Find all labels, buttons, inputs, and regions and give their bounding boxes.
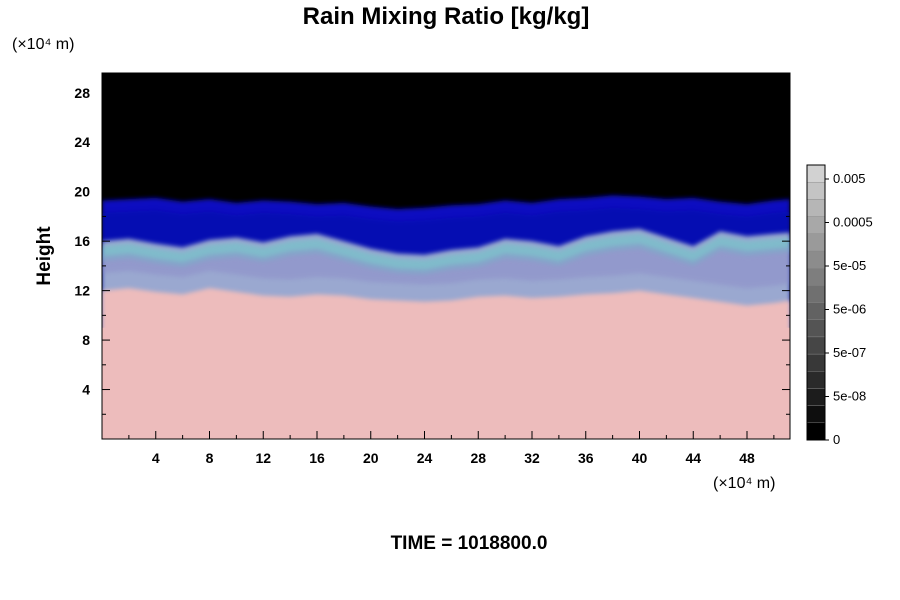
y-axis-title: Height: [34, 226, 55, 286]
x-axis: 4 8 12 16 20 24 28 32 36 40 44 48: [101, 73, 775, 466]
colorbar-label: 5e-08: [833, 389, 866, 404]
colorbar-label: 5e-07: [833, 345, 866, 360]
x-tick-label: 36: [578, 450, 594, 466]
plot-frame: [101, 72, 791, 440]
colorbar-segment: [806, 250, 826, 269]
y-tick-label: 24: [74, 134, 90, 150]
colorbar-segment: [806, 422, 826, 441]
heatmap-field: [102, 73, 790, 439]
colorbar-segment: [806, 302, 826, 320]
y-tick-label: 12: [74, 283, 90, 299]
colorbar-segment: [806, 285, 826, 303]
colorbar-segment: [806, 353, 826, 372]
time-label: TIME = 1018800.0: [391, 533, 548, 554]
chart-title: Rain Mixing Ratio [kg/kg]: [303, 3, 590, 30]
y-tick-label: 4: [82, 382, 90, 398]
colorbar-label: 0: [833, 432, 840, 447]
x-tick-label: 40: [632, 450, 648, 466]
x-tick-label: 44: [685, 450, 701, 466]
colorbar-segment: [806, 405, 826, 424]
mixing-zone-teal: [102, 233, 790, 275]
x-tick-label: 20: [363, 450, 379, 466]
x-tick-label: 32: [524, 450, 540, 466]
colorbar-segment: [806, 336, 826, 355]
colorbar-segment: [806, 388, 826, 406]
y-axis: 4 8 12 16 20 24 28: [74, 85, 790, 440]
colorbar-label: 5e-05: [833, 258, 866, 273]
x-unit-label: (×10⁴ m): [713, 475, 775, 492]
colorbar-segment: [806, 267, 826, 286]
lower-layer-base: [102, 327, 790, 439]
y-tick-label: 28: [74, 85, 90, 101]
colorbar-segment: [806, 199, 826, 217]
colorbar-label: 5e-06: [833, 302, 866, 317]
x-tick-label: 24: [417, 450, 433, 466]
x-tick-label: 28: [470, 450, 486, 466]
x-tick-label: 8: [206, 450, 214, 466]
y-tick-label: 20: [74, 184, 90, 200]
y-tick-label: 8: [82, 332, 90, 348]
x-tick-label: 16: [309, 450, 325, 466]
colorbar-segment: [806, 164, 826, 183]
colorbar-frame: [806, 164, 826, 441]
colorbar: 0.005 0.0005 5e-05 5e-06 5e-07 5e-08 0: [806, 164, 873, 447]
colorbar-segment: [806, 216, 826, 234]
y-unit-label: (×10⁴ m): [12, 36, 74, 53]
colorbar-segment: [806, 371, 826, 389]
colorbar-label: 0.0005: [833, 215, 873, 230]
x-tick-label: 12: [255, 450, 271, 466]
mixing-zone-purple: [102, 243, 790, 289]
x-tick-label: 4: [152, 450, 160, 466]
colorbar-segment: [806, 181, 826, 200]
colorbar-segment: [806, 319, 826, 338]
colorbar-label: 0.005: [833, 171, 866, 186]
colorbar-segment: [806, 233, 826, 252]
y-tick-label: 16: [74, 233, 90, 249]
x-tick-label: 48: [739, 450, 755, 466]
